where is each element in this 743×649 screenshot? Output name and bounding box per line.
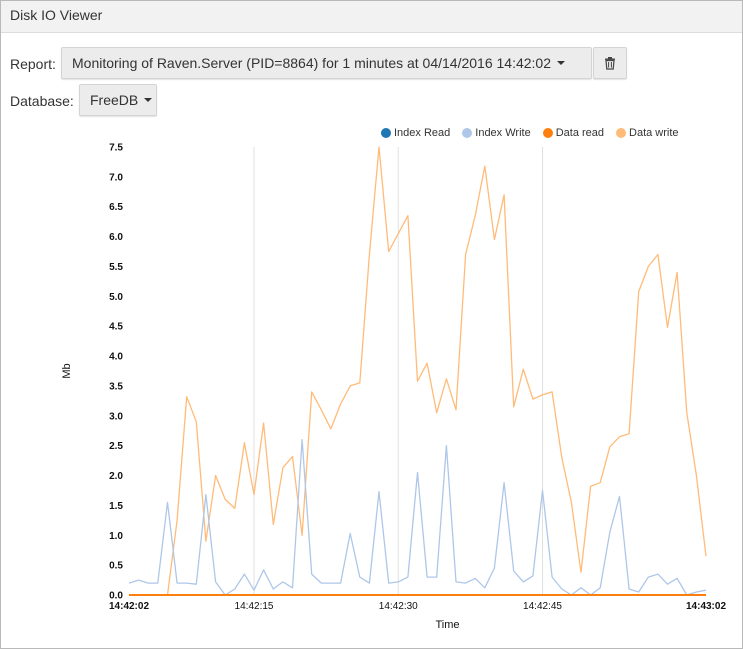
database-dropdown-value: FreeDB <box>90 92 139 108</box>
chart-legend: Index Read Index Write Data read Data wr… <box>381 125 691 141</box>
y-tick-label: 4.0 <box>109 352 123 363</box>
y-tick-label: 1.5 <box>109 501 123 512</box>
panel-header: Disk IO Viewer <box>1 1 742 33</box>
y-axis-title: Mb <box>61 363 73 378</box>
chevron-down-icon <box>557 61 566 65</box>
report-dropdown[interactable]: Monitoring of Raven.Server (PID=8864) fo… <box>61 47 592 79</box>
legend-item-data-read[interactable]: Data read <box>542 127 605 139</box>
database-dropdown[interactable]: FreeDB <box>79 84 157 116</box>
x-axis-title: Time <box>435 619 459 631</box>
y-tick-label: 7.0 <box>109 172 123 183</box>
series-line-index-write <box>128 439 707 596</box>
legend-label-data-read: Data read <box>555 127 605 139</box>
legend-item-index-read[interactable]: Index Read <box>381 127 450 139</box>
legend-swatch-data-write <box>616 128 627 138</box>
y-tick-label: 2.0 <box>109 471 123 482</box>
legend-label-index-read: Index Read <box>394 127 451 139</box>
y-tick-label: 3.5 <box>109 381 123 392</box>
y-tick-label: 6.5 <box>109 202 123 213</box>
legend-swatch-index-write <box>462 128 473 138</box>
trash-icon <box>605 57 615 70</box>
x-tick-label: 14:42:15 <box>235 601 274 612</box>
y-tick-label: 7.5 <box>109 143 123 154</box>
y-tick-label: 4.5 <box>109 322 123 333</box>
y-tick-label: 5.5 <box>109 262 123 273</box>
report-label: Report: <box>10 56 56 72</box>
chevron-down-icon <box>144 98 153 102</box>
y-tick-label: 1.0 <box>109 531 123 542</box>
legend-item-data-write[interactable]: Data write <box>616 127 679 139</box>
x-tick-label: 14:42:02 <box>109 601 149 612</box>
legend-item-index-write[interactable]: Index Write <box>462 127 531 139</box>
y-tick-label: 2.5 <box>109 441 123 452</box>
y-tick-label: 0.5 <box>109 561 123 572</box>
y-tick-label: 5.0 <box>109 292 123 303</box>
y-tick-label: 6.0 <box>109 232 123 243</box>
legend-label-data-write: Data write <box>629 127 679 139</box>
delete-report-button[interactable] <box>593 47 627 79</box>
legend-swatch-data-read <box>542 128 553 138</box>
x-tick-label: 14:42:30 <box>379 601 418 612</box>
database-label: Database: <box>10 93 74 109</box>
x-tick-label: 14:42:45 <box>523 601 562 612</box>
legend-label-index-write: Index Write <box>475 127 531 139</box>
legend-swatch-index-read <box>381 128 391 138</box>
y-tick-label: 3.0 <box>109 411 123 422</box>
y-tick-label: 0.0 <box>109 591 123 602</box>
panel-title: Disk IO Viewer <box>10 7 103 23</box>
report-dropdown-value: Monitoring of Raven.Server (PID=8864) fo… <box>72 55 552 71</box>
series-line-data-write <box>129 146 707 596</box>
x-tick-label: 14:43:02 <box>686 601 726 612</box>
